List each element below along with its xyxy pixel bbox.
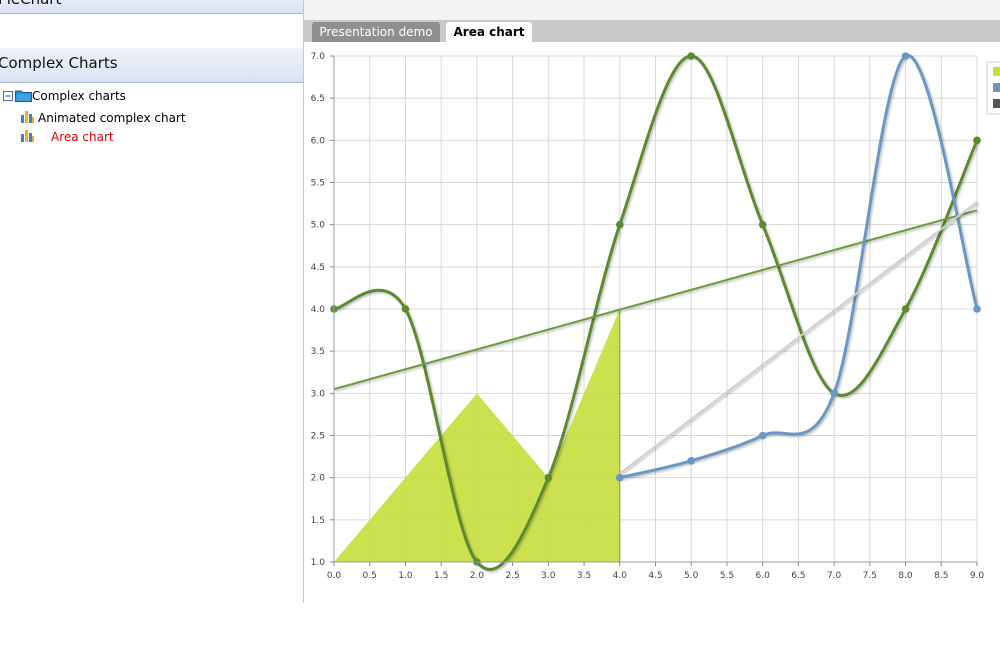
data-point [758,431,767,440]
legend-swatch [993,99,1000,108]
y-tick-label: 3.5 [311,347,325,357]
y-tick-label: 3.0 [311,389,326,399]
tree-item-label: Animated complex chart [38,111,186,125]
tab-area-chart[interactable]: Area chart [446,22,532,42]
line-series-layer [333,54,979,571]
tree-node-label: Complex charts [32,89,126,103]
x-tick-label: 1.0 [398,571,413,581]
x-tick-label: 6.5 [791,571,805,581]
accordion-header-label: Complex Charts [0,54,118,72]
data-point [615,220,624,229]
y-tick-label: 7.0 [311,52,326,62]
x-tick-label: 2.0 [470,571,485,581]
data-point [973,305,981,313]
y-tick-label: 6.0 [311,136,326,146]
data-point [758,220,767,229]
legend-swatch [993,67,1000,76]
x-tick-label: 6.0 [756,571,771,581]
x-tick-label: 4.5 [648,571,662,581]
tab-presentation-demo[interactable]: Presentation demo [312,22,440,42]
area-series [334,309,620,562]
spline-series [333,54,979,571]
x-tick-label: 0.0 [327,571,342,581]
y-tick-label: 4.5 [311,263,325,273]
data-point [687,52,696,60]
accordion-header-complex-charts[interactable]: Complex Charts [0,48,303,83]
data-point [830,389,838,398]
x-tick-label: 0.5 [363,571,377,581]
data-point [973,136,981,145]
y-tick-label: 2.0 [311,474,326,484]
data-point [901,52,910,60]
collapse-icon[interactable] [3,91,13,101]
y-tick-label: 6.5 [311,94,325,104]
x-tick-label: 5.0 [684,571,699,581]
x-tick-label: 3.5 [577,571,591,581]
y-tick-label: 2.5 [311,432,325,442]
trend-line [333,209,978,391]
data-point [615,473,624,482]
sidebar: PieChart Complex Charts Complex charts A… [0,0,304,603]
chart-axes: 0.0 0.5 1.0 1.5 2.0 2.5 3.0 3.5 4.0 4.5 5.0 5.5 6.0 6… [311,52,985,581]
chart-icon [21,111,34,123]
y-tick-label: 5.5 [311,179,325,189]
x-tick-label: 8.5 [934,571,948,581]
y-tick-label: 4.0 [311,305,326,315]
x-tick-label: 7.0 [827,571,842,581]
area-chart: 0.0 0.5 1.0 1.5 2.0 2.5 3.0 3.5 4.0 4.5 5.0 5.5 6.0 6… [304,42,1000,602]
data-point [901,305,910,313]
x-tick-label: 4.0 [613,571,628,581]
chart-icon [21,130,34,142]
data-point [401,305,410,313]
y-tick-label: 5.0 [311,221,326,231]
chart-legend [986,61,1000,115]
x-tick-label: 2.5 [505,571,519,581]
x-tick-label: 7.5 [863,571,877,581]
tree-item-area-chart[interactable]: Area chart [20,128,290,146]
y-tick-label: 1.5 [311,516,325,526]
tree-item-animated-complex-chart[interactable]: Animated complex chart [20,109,290,127]
area-series-layer [334,309,621,562]
spline-series [619,54,979,480]
tree-item-label: Area chart [51,130,114,144]
x-tick-label: 8.0 [898,571,913,581]
x-tick-label: 9.0 [970,571,985,581]
accordion-header-label: PieChart [0,0,61,8]
data-point [544,473,553,482]
data-point [687,457,696,465]
legend-swatch [993,83,1000,92]
tree-node-complex-charts[interactable]: Complex charts [2,87,282,105]
folder-icon [15,90,32,102]
trend-line [619,201,978,475]
x-tick-label: 1.5 [434,571,448,581]
y-tick-label: 1.0 [311,558,326,568]
accordion-header-piechart[interactable]: PieChart [0,0,303,14]
x-tick-label: 5.5 [720,571,734,581]
toolbar-strip [304,0,1000,21]
x-tick-label: 3.0 [541,571,556,581]
